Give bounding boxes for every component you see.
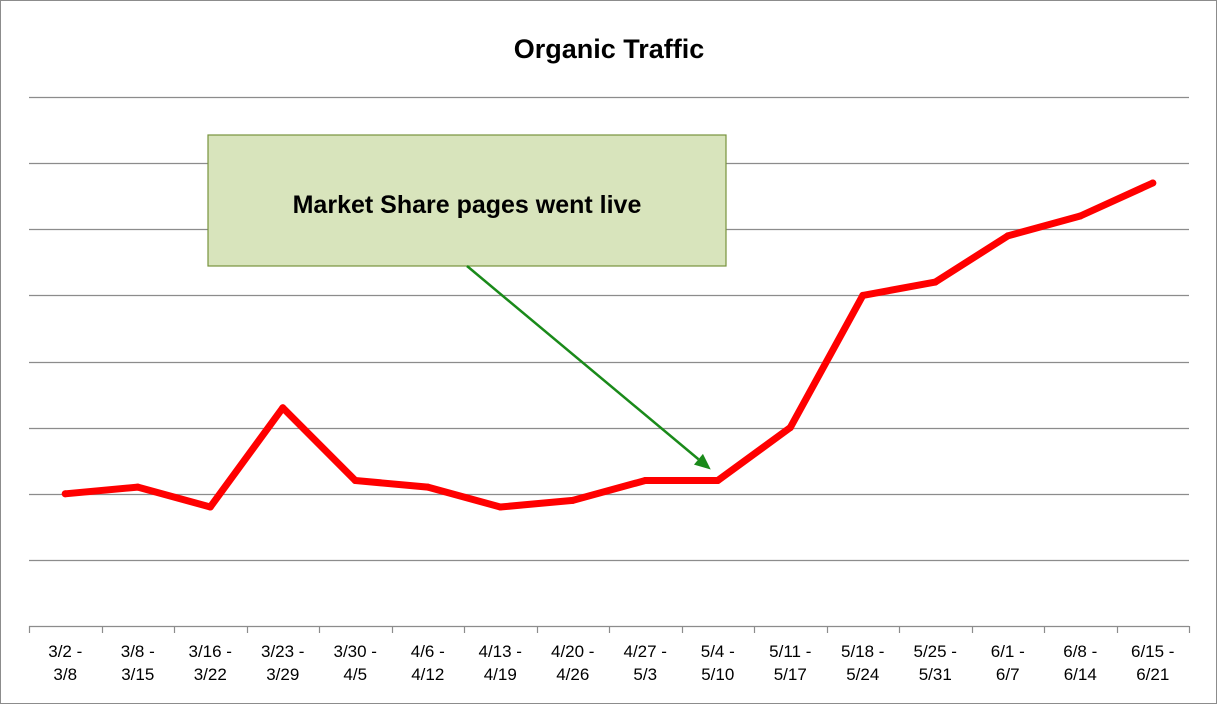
data-point xyxy=(931,278,939,286)
x-tick-label: 3/23 -3/29 xyxy=(261,642,304,684)
annotation-box xyxy=(207,134,727,267)
data-point xyxy=(134,483,142,491)
data-point xyxy=(496,503,504,511)
data-point xyxy=(714,477,722,485)
data-point xyxy=(206,503,214,511)
data-point xyxy=(351,477,359,485)
data-point xyxy=(279,404,287,412)
data-point xyxy=(569,496,577,504)
annotation-text: Market Share pages went live xyxy=(293,191,642,219)
data-point xyxy=(1149,179,1157,187)
data-point xyxy=(859,291,867,299)
x-tick-label: 5/18 -5/24 xyxy=(841,642,884,684)
data-point xyxy=(786,424,794,432)
x-tick-label: 4/6 -4/12 xyxy=(411,642,445,684)
x-tick-label: 5/4 -5/10 xyxy=(701,642,735,684)
data-point xyxy=(61,490,69,498)
x-tick-label: 4/27 -5/3 xyxy=(624,642,667,684)
data-point xyxy=(641,477,649,485)
series-line xyxy=(61,179,1157,511)
annotation-arrowhead xyxy=(693,453,711,470)
annotation-arrow xyxy=(466,265,700,461)
x-tick-label: 6/8 -6/14 xyxy=(1063,642,1097,684)
x-axis: 3/2 -3/8 3/8 -3/15 3/16 -3/22 3/23 -3/29 3/3… xyxy=(28,625,1191,684)
x-tick-label: 3/2 -3/8 xyxy=(48,642,82,684)
x-tick-label: 5/11 -5/17 xyxy=(769,642,811,684)
annotation: Market Share pages went live xyxy=(207,134,727,470)
x-tick-label: 4/20 -4/26 xyxy=(551,642,594,684)
x-tick-label: 3/16 -3/22 xyxy=(189,642,232,684)
x-tick-label: 3/8 -3/15 xyxy=(121,642,155,684)
x-tick-label: 6/1 -6/7 xyxy=(991,642,1025,684)
x-tick-label: 6/15 -6/21 xyxy=(1131,642,1174,684)
data-point xyxy=(1004,232,1012,240)
x-tick-label: 5/25 -5/31 xyxy=(914,642,957,684)
chart-title: Organic Traffic xyxy=(514,34,705,64)
data-point xyxy=(424,483,432,491)
x-tick-label: 4/13 -4/19 xyxy=(479,642,522,684)
x-tick-label: 3/30 -4/5 xyxy=(334,642,377,684)
series-layer xyxy=(61,179,1157,511)
data-point xyxy=(1076,212,1084,220)
